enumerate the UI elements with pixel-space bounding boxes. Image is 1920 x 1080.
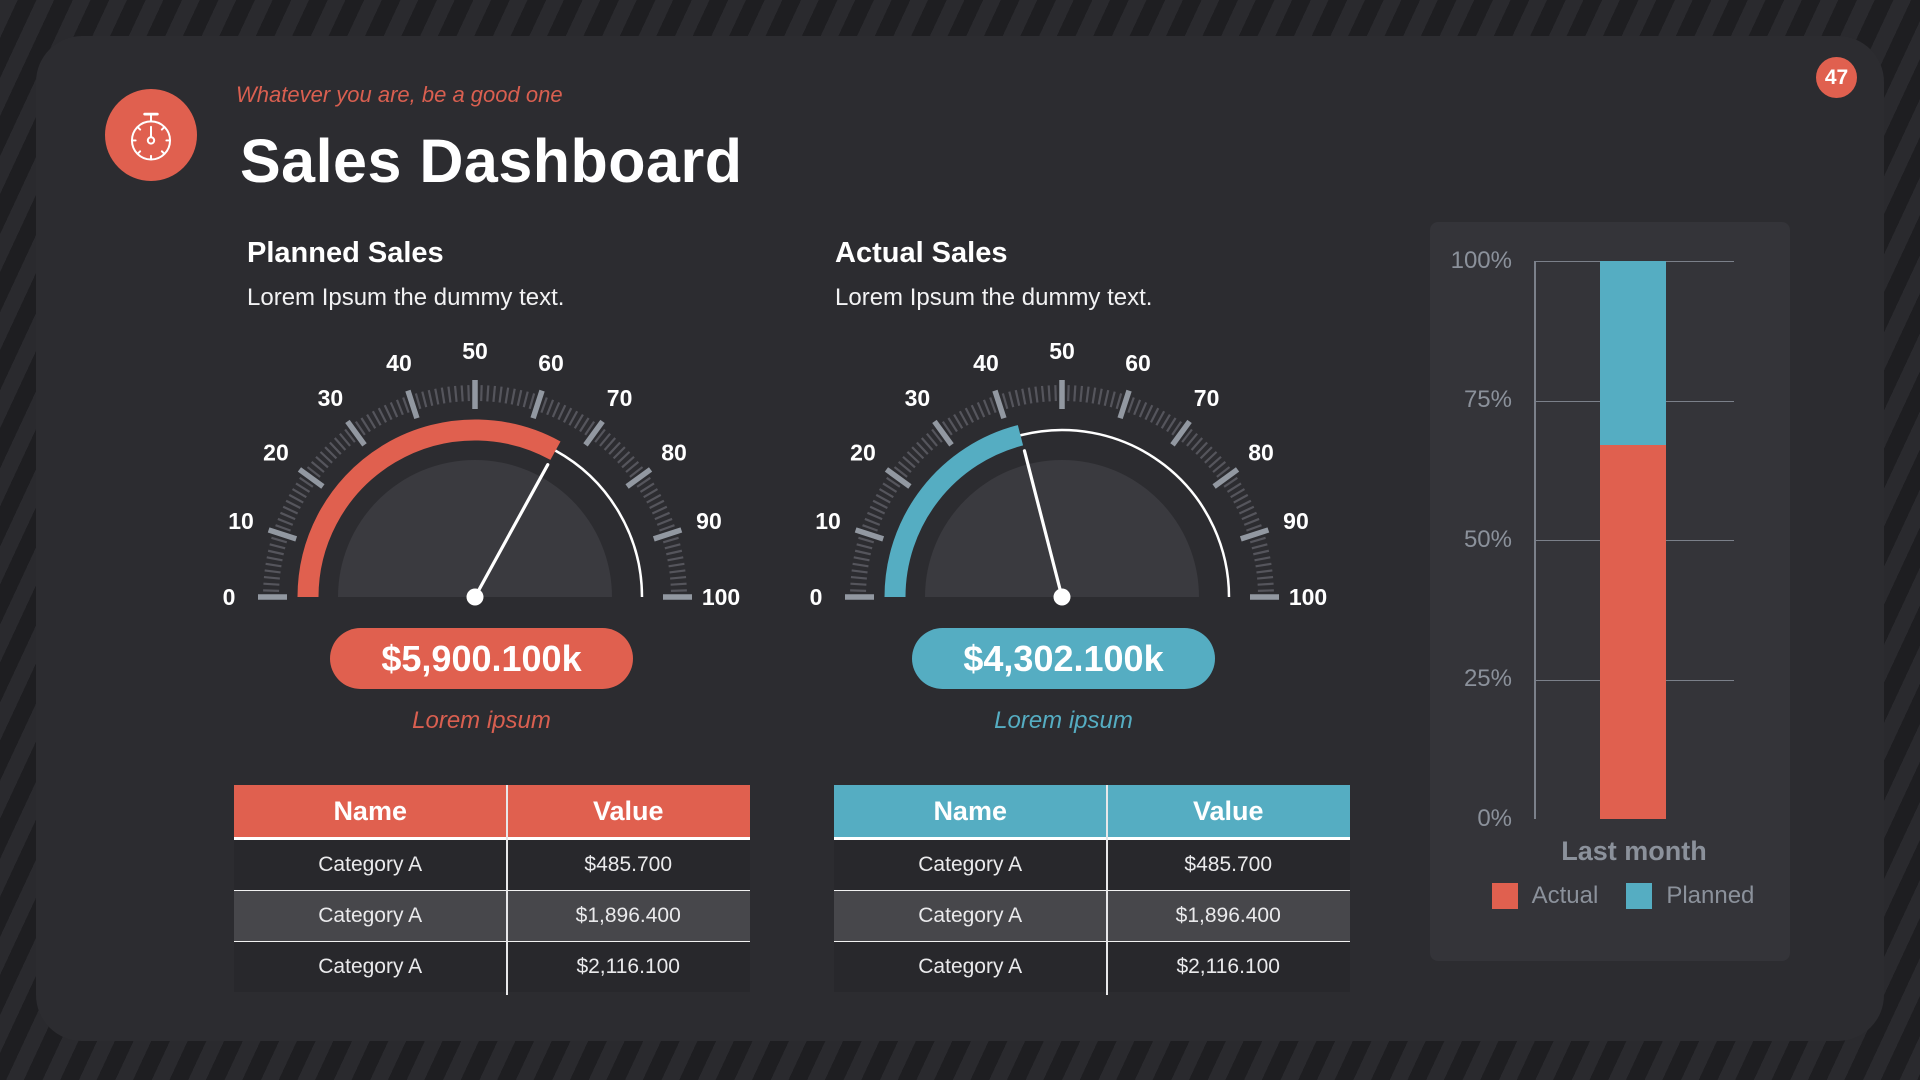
y-axis-tick-label: 75% (1463, 386, 1512, 413)
planned-sales-gauge: 0 10 20 30 40 50 60 70 80 90 100 (223, 338, 741, 610)
svg-text:80: 80 (661, 439, 687, 465)
svg-text:30: 30 (318, 385, 344, 411)
svg-text:50: 50 (462, 338, 488, 364)
logo-circle (105, 89, 197, 181)
y-axis-tick-label: 100% (1450, 247, 1512, 274)
actual-sales-table: Name Value Category A $485.700 Category … (834, 785, 1350, 995)
svg-text:100: 100 (1289, 584, 1327, 610)
table-cell-value: $2,116.100 (1176, 955, 1280, 978)
y-axis-tick-label: 25% (1463, 665, 1512, 692)
actual-sales-subtitle: Lorem Ipsum the dummy text. (835, 284, 1153, 311)
bar-segment-actual (1600, 445, 1666, 819)
table-row: Category A $485.700 (834, 840, 1350, 890)
page-title: Sales Dashboard (240, 127, 743, 195)
svg-text:20: 20 (263, 439, 289, 465)
actual-value-pill: $4,302.100k (912, 628, 1215, 689)
table-column-divider (1106, 785, 1108, 995)
planned-sales-table: Name Value Category A $485.700 Category … (234, 785, 750, 995)
svg-text:40: 40 (973, 350, 999, 376)
table-cell-value: $485.700 (584, 853, 672, 876)
svg-text:60: 60 (538, 350, 564, 376)
legend-swatch-actual (1491, 883, 1518, 909)
y-axis-tick-label: 0% (1477, 805, 1512, 832)
table-cell-value: $485.700 (1184, 853, 1272, 876)
table-cell-name: Category A (318, 904, 423, 927)
bar-segment-planned (1600, 261, 1666, 446)
planned-sales-subtitle: Lorem Ipsum the dummy text. (247, 284, 565, 311)
table-row: Category A $2,116.100 (834, 942, 1350, 992)
stacked-bar (1600, 261, 1666, 819)
legend-label-actual: Actual (1531, 882, 1599, 909)
table-row: Category A $1,896.400 (234, 890, 750, 942)
chart-legend: Actual Planned (1470, 882, 1790, 910)
table-header-row: Name Value (234, 785, 750, 840)
table-cell-name: Category A (318, 853, 423, 876)
svg-text:40: 40 (386, 350, 412, 376)
y-axis-tick-label: 50% (1463, 526, 1512, 553)
planned-value-pill: $5,900.100k (330, 628, 633, 689)
legend-swatch-planned (1626, 883, 1653, 909)
page-number-badge: 47 (1816, 57, 1857, 98)
actual-caption: Lorem ipsum (994, 707, 1133, 734)
svg-text:20: 20 (850, 439, 876, 465)
table-cell-name: Category A (318, 955, 423, 978)
table-cell-value: $2,116.100 (576, 955, 680, 978)
planned-sales-heading: Planned Sales (247, 237, 444, 269)
svg-text:0: 0 (223, 584, 236, 610)
stopwatch-icon (130, 112, 172, 161)
svg-text:70: 70 (607, 385, 633, 411)
table-row: Category A $1,896.400 (834, 890, 1350, 942)
table-header-value: Value (592, 795, 664, 826)
svg-text:80: 80 (1248, 439, 1274, 465)
svg-text:90: 90 (1283, 508, 1309, 534)
svg-text:90: 90 (696, 508, 722, 534)
svg-text:100: 100 (702, 584, 740, 610)
legend-label-planned: Planned (1666, 882, 1755, 909)
svg-text:0: 0 (810, 584, 823, 610)
svg-text:70: 70 (1194, 385, 1220, 411)
x-axis-category-label: Last month (1561, 836, 1707, 866)
table-header-name: Name (933, 795, 1007, 826)
table-cell-value: $1,896.400 (1175, 904, 1281, 927)
table-cell-name: Category A (918, 904, 1023, 927)
svg-text:60: 60 (1125, 350, 1151, 376)
actual-sales-heading: Actual Sales (835, 237, 1008, 269)
table-header-value: Value (1192, 795, 1264, 826)
svg-text:30: 30 (905, 385, 931, 411)
table-row: Category A $485.700 (234, 840, 750, 890)
table-cell-value: $1,896.400 (575, 904, 681, 927)
table-cell-name: Category A (918, 955, 1023, 978)
planned-caption: Lorem ipsum (412, 707, 551, 734)
bar-chart-plot-area (1534, 261, 1734, 819)
svg-text:10: 10 (815, 508, 841, 534)
comparison-chart-panel: 100% 75% 50% 25% 0% Last month Actual Pl… (1430, 222, 1790, 961)
slide-tagline: Whatever you are, be a good one (236, 82, 563, 107)
svg-text:10: 10 (228, 508, 254, 534)
y-axis-line (1534, 261, 1536, 819)
svg-text:50: 50 (1049, 338, 1075, 364)
table-column-divider (506, 785, 508, 995)
table-header-row: Name Value (834, 785, 1350, 840)
table-row: Category A $2,116.100 (234, 942, 750, 992)
actual-sales-gauge: 0 10 20 30 40 50 60 70 80 90 100 (810, 338, 1328, 610)
table-cell-name: Category A (918, 853, 1023, 876)
table-header-name: Name (333, 795, 407, 826)
